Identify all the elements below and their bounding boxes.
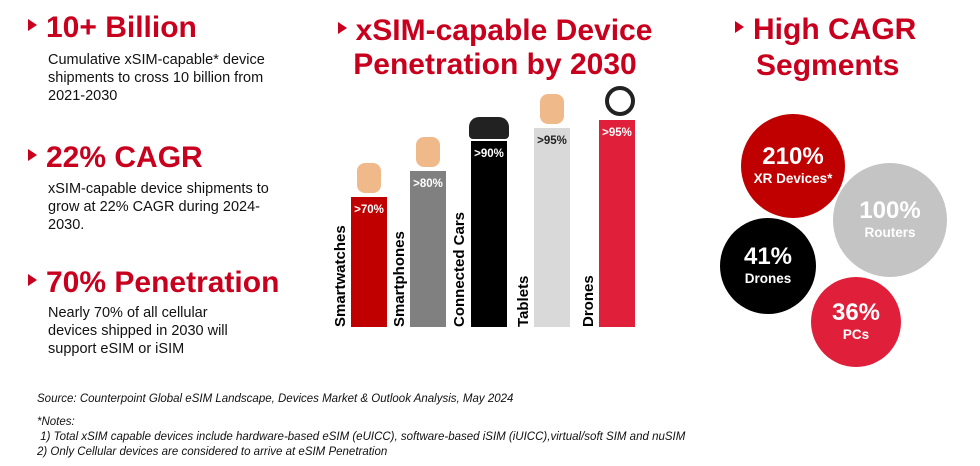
triangle-bullet-icon [28,149,37,162]
chart-title: xSIM-capable Device Penetration by 2030 [322,14,668,82]
stat-body: Nearly 70% of all cellular devices shipp… [48,305,228,357]
note-1: 1) Total xSIM capable devices include ha… [37,431,686,443]
category-label: Smartwatches [332,225,349,327]
notes-title: *Notes: [37,416,75,428]
car-icon [469,117,509,139]
bar-value-label: >95% [537,135,567,147]
bar-value-label: >80% [413,178,443,190]
segment-circle-routers: 100% Routers [833,163,947,277]
source-note: Source: Counterpoint Global eSIM Landsca… [37,393,514,405]
stat-title: 22% CAGR [46,141,203,174]
stat-heading-penetration: 70% Penetration [28,266,279,300]
stat-title: 70% Penetration [46,266,280,299]
stat-body: Cumulative xSIM-capable* device shipment… [48,52,265,104]
triangle-bullet-icon [28,274,37,287]
segment-value: 36% [831,299,881,326]
segment-label: PCs [842,327,870,342]
segment-value: 100% [859,197,921,224]
category-label: Smartphones [391,231,408,327]
bar-tablets: >95% [534,128,570,327]
stat-heading-billion: 10+ Billion [28,11,197,45]
segments-title-line2: Segments [756,49,900,82]
triangle-bullet-icon [28,19,37,32]
segment-label: XR Devices* [753,171,833,186]
drone-icon [605,86,635,116]
category-label: Connected Cars [451,211,468,327]
segments-heading: High CAGR [735,13,916,47]
segment-circle-drones: 41% Drones [720,218,816,314]
bar-smartwatches: >70% [351,197,387,327]
stat-heading-cagr: 22% CAGR [28,141,203,175]
bar-value-label: >70% [354,204,384,216]
segments-title-line1: High CAGR [753,13,917,46]
segment-circle-xr: 210% XR Devices* [741,114,845,218]
segment-label: Routers [864,225,916,240]
stat-title: 10+ Billion [46,11,197,44]
bar-smartphones: >80% [410,171,446,327]
segment-label: Drones [744,271,792,286]
bar-drones: >95% [599,120,635,327]
hand-smartwatch-icon [357,163,381,193]
bar-connected-cars: >90% [471,141,507,327]
category-label: Drones [580,275,597,327]
hand-smartphone-icon [416,137,440,167]
bar-value-label: >95% [602,127,632,139]
bar-value-label: >90% [474,148,504,160]
segment-value: 210% [762,143,824,170]
segment-value: 41% [743,243,793,270]
stat-body: xSIM-capable device shipments to grow at… [48,181,269,233]
chart-title-text: xSIM-capable Device Penetration by 2030 [353,14,653,81]
triangle-bullet-icon [337,22,347,35]
hand-tablet-icon [540,94,564,124]
category-label: Tablets [515,275,532,327]
note-2: 2) Only Cellular devices are considered … [37,446,388,458]
segment-circle-pcs: 36% PCs [811,277,901,367]
bar-chart: >70% Smartwatches >80% Smartphones >90% Conne… [330,86,650,327]
triangle-bullet-icon [735,21,744,34]
